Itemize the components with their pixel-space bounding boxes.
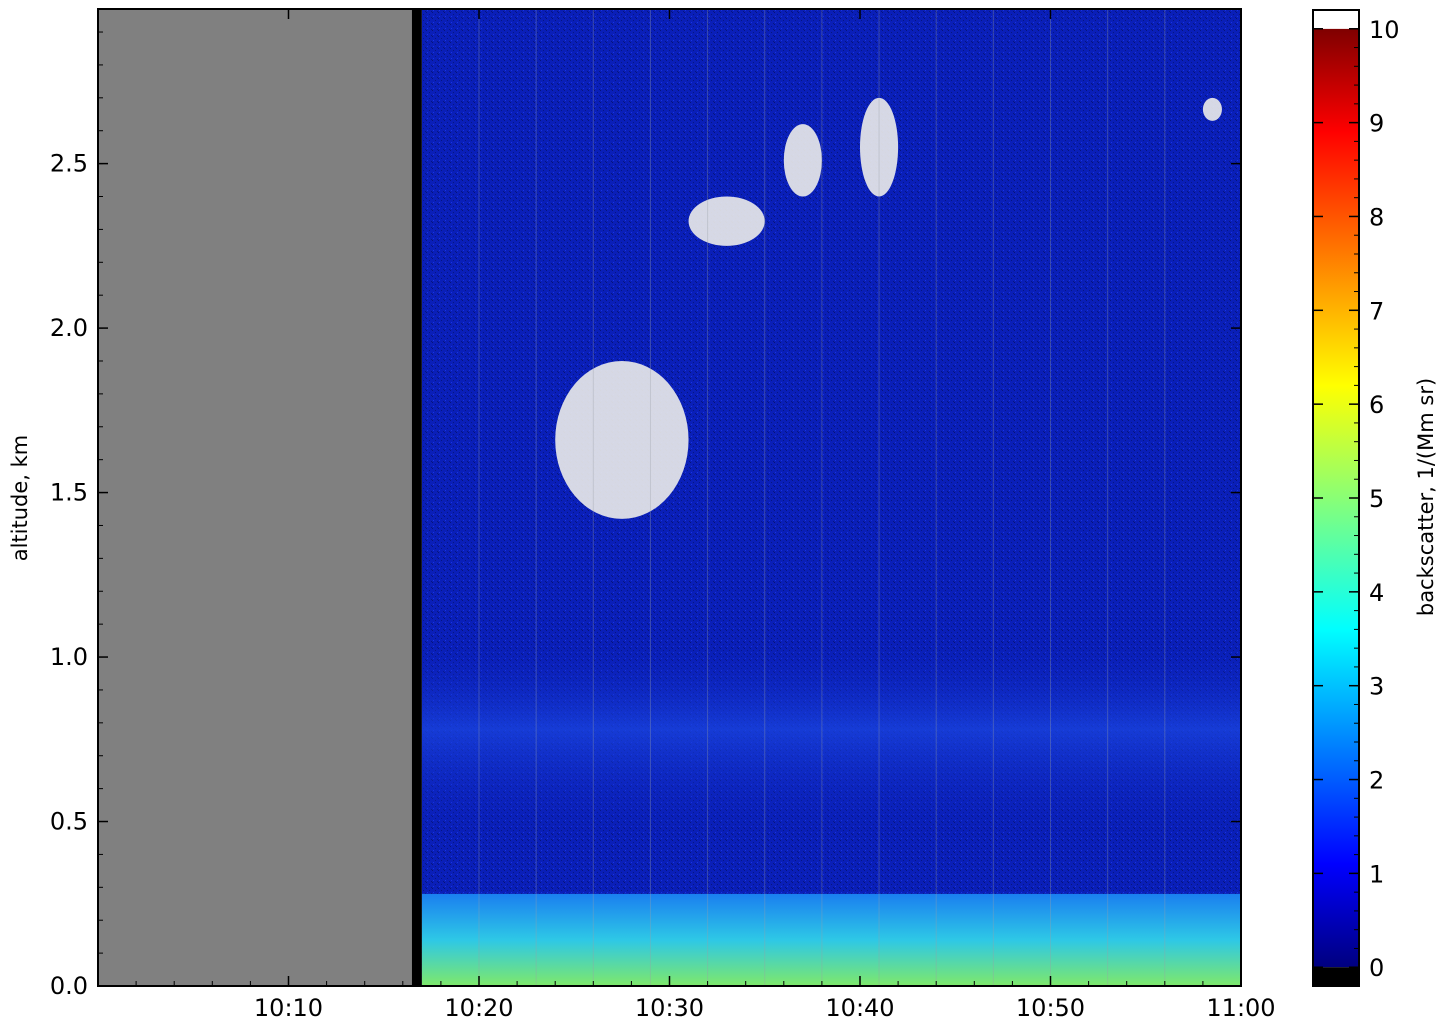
- x-tick-label: 10:20: [444, 994, 513, 1022]
- cloud-feature-2: [555, 360, 689, 519]
- x-axis: 10:10 10:20 10:30 10:40 10:50 11:00: [135, 9, 1276, 1022]
- y-tick-label: 0.5: [50, 808, 88, 836]
- colorbar-tick-label: 8: [1369, 203, 1384, 231]
- x-tick-label: 10:40: [825, 994, 894, 1022]
- colorbar-tick-label: 9: [1369, 110, 1384, 138]
- y-axis: 0.0 0.5 1.0 1.5 2.0 2.5: [50, 31, 1241, 1000]
- colorbar-tick-label: 4: [1369, 579, 1384, 607]
- colorbar-label: backscatter, 1/(Mm sr): [1414, 378, 1438, 616]
- y-tick-label: 2.0: [50, 314, 88, 342]
- x-tick-label: 10:50: [1016, 994, 1085, 1022]
- no-data-region: [98, 9, 412, 986]
- cloud-feature-5: [860, 97, 899, 197]
- x-tick-label: 10:30: [635, 994, 704, 1022]
- colorbar-tick-label: 6: [1369, 391, 1384, 419]
- data-start-edge: [411, 9, 422, 986]
- y-tick-label: 2.5: [50, 150, 88, 178]
- cloud-feature-6: [1202, 97, 1222, 121]
- colorbar: 0 1 2 3 4 5 6 7 8 9 10: [1312, 9, 1400, 987]
- cloud-feature-4: [783, 124, 822, 197]
- elevated-band: [421, 640, 1241, 838]
- colorbar-tick-label: 10: [1369, 16, 1400, 44]
- colorbar-tick-label: 1: [1369, 860, 1384, 888]
- noise-texture: [421, 9, 1241, 986]
- colorbar-tick-label: 5: [1369, 485, 1384, 513]
- colorbar-tick-label: 7: [1369, 297, 1384, 325]
- cloud-feature-3: [688, 196, 765, 246]
- x-tick-label: 10:10: [254, 994, 323, 1022]
- y-axis-label: altitude, km: [8, 435, 32, 562]
- colorbar-under-extension: [1313, 967, 1359, 986]
- x-tick-label: 11:00: [1206, 994, 1275, 1022]
- y-tick-label: 1.5: [50, 479, 88, 507]
- colorbar-tick-label: 2: [1369, 767, 1384, 795]
- colorbar-tick-label: 3: [1369, 673, 1384, 701]
- plot-area: [98, 9, 1241, 986]
- y-tick-label: 1.0: [50, 643, 88, 671]
- y-tick-label: 0.0: [50, 972, 88, 1000]
- colorbar-tick-label: 0: [1369, 954, 1384, 982]
- surface-layer: [421, 893, 1241, 986]
- colorbar-over-extension: [1313, 10, 1359, 29]
